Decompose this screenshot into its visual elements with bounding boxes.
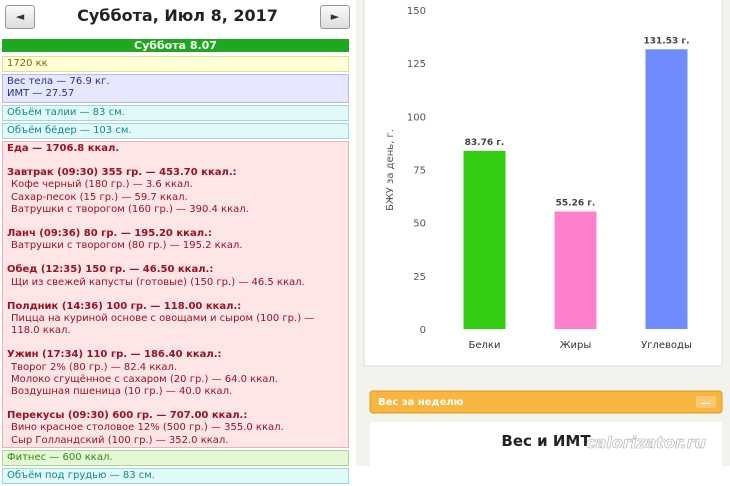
toggle-label: — [701,398,711,409]
meal-item: Сахар-песок (15 гр.) — 59.7 ккал. [11,191,188,203]
meal-item: Пицца на куриной основе с овощами и сыро… [11,313,315,337]
hips-row[interactable]: Объём бёдер — 103 см. [2,122,349,140]
y-axis-label: БЖУ за день, г. [385,129,396,211]
meal-item: Кофе черный (180 гр.) — 3.6 ккал. [11,179,193,191]
food-total: Еда — 1706.8 ккал. [7,143,120,155]
weekly-widget-body [370,422,722,466]
meal-item: Молоко сгущённое с сахаром (20 гр.) — 64… [11,373,278,385]
y-tick-label: 0 [420,325,426,336]
value-label: 55.26 г. [556,198,596,208]
fitness-row[interactable]: Фитнес — 600 ккал. [2,450,349,467]
bar [554,211,597,329]
x-tick-label: Углеводы [641,340,692,351]
x-tick-label: Белки [469,340,501,351]
meal-header: Ужин (17:34) 110 гр. — 186.40 ккал.: [7,349,222,361]
x-tick-label: Жиры [560,340,592,351]
meal-header: Завтрак (09:30) 355 гр. — 453.70 ккал.: [7,167,237,179]
value-label: 131.53 г. [644,36,690,46]
y-tick-label: 75 [413,166,426,177]
meal-item: Щи из свежей капусты (готовые) (150 гр.)… [11,276,305,288]
meal-header: Обед (12:35) 150 гр. — 46.50 ккал.: [7,264,214,276]
meal-item: Воздушная пшеница (10 гр.) — 40.0 ккал. [11,386,233,398]
toggle-button[interactable] [696,396,716,408]
weekly-widget-header[interactable] [369,390,723,414]
meal-item: Творог 2% (80 гр.) — 82.4 ккал. [11,361,178,373]
meal-item: Вино красное столовое 12% (500 гр.) — 35… [11,422,284,434]
y-tick-label: 50 [413,219,426,230]
prev-button[interactable]: ◄ [5,5,35,29]
food-row[interactable]: Еда — 1706.8 ккал. Завтрак (09:30) 355 г… [2,141,349,449]
watermark: calorizator.ru [586,433,706,452]
meal-header: Перекусы (09:30) 600 гр. — 707.00 ккал.: [7,410,248,422]
weekly-widget-title: Вес за неделю [378,397,464,408]
right-column: БЖУ за день, г. Вес за неделю — Вес и ИМ… [356,0,730,466]
day-header: Суббота 8.07 [2,39,349,52]
weight-row[interactable]: Вес тела — 76.9 кг. ИМТ — 27.57 [2,74,349,103]
weight: Вес тела — 76.9 кг. [7,76,110,88]
meal-item: Ватрушки с творогом (160 гр.) — 390.4 кк… [11,203,249,215]
meal-header: Ланч (09:36) 80 гр. — 195.20 ккал.: [7,228,212,240]
date-title: Суббота, Июл 8, 2017 [77,6,278,25]
meal-item: Сыр Голландский (100 гр.) — 352.0 ккал. [11,434,229,446]
weekly-chart-title: Вес и ИМТ [501,432,591,450]
value-label: 83.76 г. [465,138,505,148]
calories-row[interactable]: 1720 кк [2,56,349,73]
waist-row[interactable]: Объём талии — 83 см. [2,104,349,121]
y-tick-label: 125 [407,59,426,70]
y-tick-label: 25 [413,272,426,283]
diary: Суббота 8.07 1720 кк Вес тела — 76.9 кг.… [2,39,349,486]
bar [645,49,688,329]
y-tick-label: 150 [407,6,426,17]
bmi: ИМТ — 27.57 [7,88,75,100]
meal-header: Полдник (14:36) 100 гр. — 118.00 ккал.: [7,300,242,312]
meal-item: Ватрушки с творогом (80 гр.) — 195.2 кка… [11,240,243,252]
bar [463,150,506,329]
y-tick-label: 100 [407,112,426,123]
chart: БЖУ за день, г. Вес за неделю — Вес и ИМ… [363,0,723,466]
underbust-row[interactable]: Объём под грудью — 83 см. [2,468,349,485]
next-button[interactable]: ► [320,5,350,29]
